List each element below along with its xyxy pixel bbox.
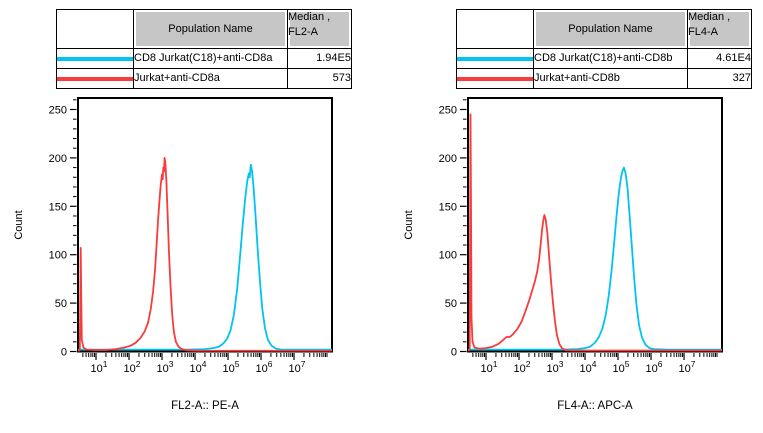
y-axis-title: Count <box>13 210 25 239</box>
y-tick-label: 100 <box>439 250 457 262</box>
plot-box <box>77 97 333 353</box>
x-tick-label: 107 <box>289 359 306 375</box>
x-tick-label: 104 <box>190 359 207 375</box>
y-tick-label: 50 <box>445 298 457 310</box>
population-name-cell: CD8 Jurkat(C18)+anti-CD8b <box>533 48 688 69</box>
table-row: Jurkat+anti-CD8a 573 <box>56 68 352 89</box>
population-stats-table: Population Name Median , FL2-A CD8 Jurkat… <box>56 9 352 89</box>
median-header-line2: FL4-A <box>688 26 718 38</box>
x-tick-label: 106 <box>256 359 273 375</box>
y-tick-label: 200 <box>49 153 67 165</box>
swatch-cell <box>56 48 134 69</box>
population-stats-table: Population Name Median , FL4-A CD8 Jurkat… <box>456 9 752 89</box>
median-header-line1: Median , <box>288 11 331 23</box>
table-row: Jurkat+anti-CD8b 327 <box>456 68 752 89</box>
table-row: CD8 Jurkat(C18)+anti-CD8a 1.94E5 <box>56 48 352 69</box>
y-tick-label: 0 <box>451 347 457 359</box>
x-tick-label: 102 <box>124 359 141 375</box>
swatch-cell <box>456 48 534 69</box>
histogram-curve-cyan <box>78 163 332 351</box>
plot-box <box>467 97 723 353</box>
population-name-cell: Jurkat+anti-CD8b <box>533 68 688 89</box>
col-header-population-name: Population Name <box>533 9 688 49</box>
histogram-curve-cyan <box>468 166 722 351</box>
series-color-swatch <box>57 76 133 81</box>
x-tick-label: 101 <box>91 359 108 375</box>
series-color-swatch <box>457 76 533 81</box>
swatch-cell <box>456 68 534 89</box>
col-header-median: Median , FL2-A <box>287 9 352 49</box>
histogram-curve-red <box>78 157 332 352</box>
y-tick-label: 50 <box>55 298 67 310</box>
y-tick-label: 150 <box>439 201 457 213</box>
median-header-line2: FL2-A <box>288 26 318 38</box>
x-tick-label: 105 <box>223 359 240 375</box>
histogram-plot-fl2a: 101 102 103 104 105 106 107 0 50 100 150 200 250 Coun… <box>13 97 333 412</box>
x-tick-label: 102 <box>514 359 531 375</box>
median-value-cell: 573 <box>287 68 352 89</box>
population-name-cell: CD8 Jurkat(C18)+anti-CD8a <box>133 48 288 69</box>
median-header-line1: Median , <box>688 11 731 23</box>
x-tick-label: 104 <box>580 359 597 375</box>
population-name-cell: Jurkat+anti-CD8a <box>133 68 288 89</box>
y-tick-label: 250 <box>439 105 457 117</box>
series-color-swatch <box>457 56 533 61</box>
x-axis-title: FL4-A:: APC-A <box>557 400 633 412</box>
series-color-swatch <box>57 56 133 61</box>
median-value-cell: 4.61E4 <box>687 48 752 69</box>
table-row: CD8 Jurkat(C18)+anti-CD8b 4.61E4 <box>456 48 752 69</box>
x-tick-label: 105 <box>613 359 630 375</box>
x-tick-label: 106 <box>646 359 663 375</box>
col-header-population-name: Population Name <box>133 9 288 49</box>
median-value-cell: 327 <box>687 68 752 89</box>
x-tick-label: 103 <box>157 359 174 375</box>
histogram-curve-red <box>468 113 722 352</box>
y-tick-label: 200 <box>439 153 457 165</box>
x-axis-title: FL2-A:: PE-A <box>171 400 239 412</box>
swatch-column-header <box>456 9 534 49</box>
y-tick-label: 0 <box>61 347 67 359</box>
col-header-median: Median , FL4-A <box>687 9 752 49</box>
swatch-cell <box>56 68 134 89</box>
swatch-column-header <box>56 9 134 49</box>
y-axis-title: Count <box>403 210 415 239</box>
y-tick-label: 100 <box>49 250 67 262</box>
x-tick-label: 103 <box>547 359 564 375</box>
y-tick-label: 250 <box>49 105 67 117</box>
y-tick-label: 150 <box>49 201 67 213</box>
x-tick-label: 101 <box>481 359 498 375</box>
histogram-plot-fl4a: 101 102 103 104 105 106 107 0 50 100 150 200 250 Coun… <box>403 97 723 412</box>
x-tick-label: 107 <box>679 359 696 375</box>
median-value-cell: 1.94E5 <box>287 48 352 69</box>
